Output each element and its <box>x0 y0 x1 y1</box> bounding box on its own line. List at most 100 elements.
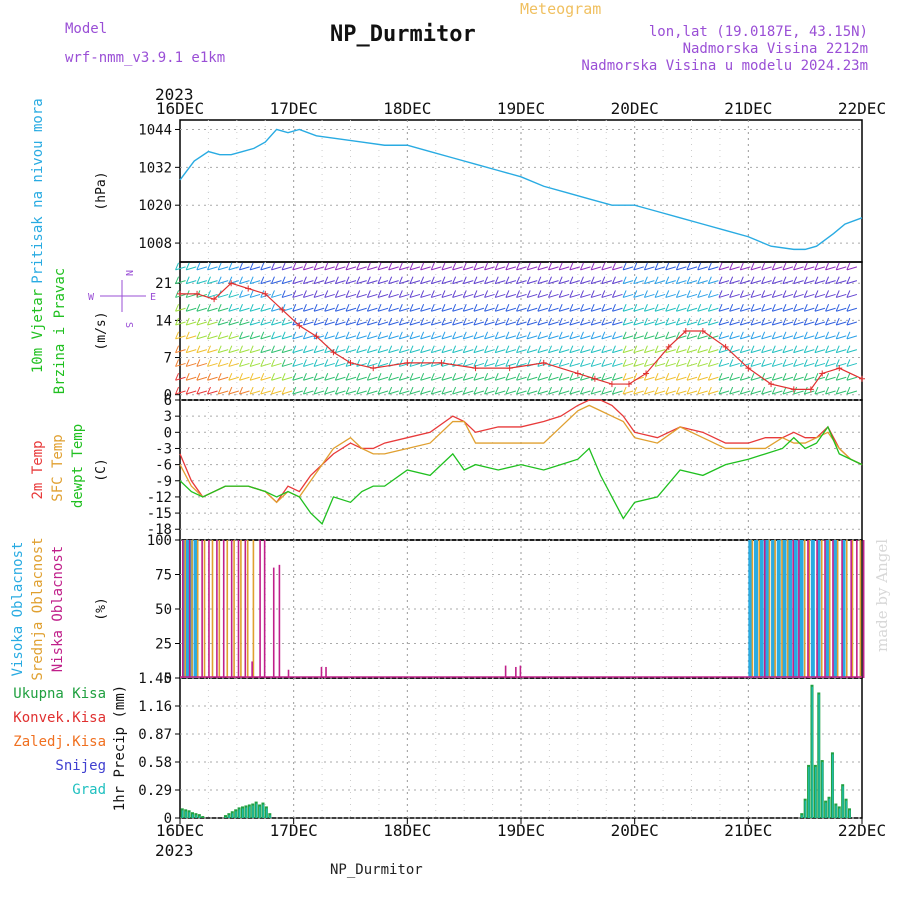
wind-barb <box>527 321 538 326</box>
wind-barb <box>527 349 538 354</box>
wind-barb <box>398 373 403 381</box>
wind-barb <box>207 280 218 285</box>
wind-barb <box>718 345 723 353</box>
wind-barb <box>622 376 634 381</box>
wind-barb <box>313 290 318 298</box>
wind-barb <box>558 373 563 381</box>
wind-barb <box>335 362 346 367</box>
wind-barb <box>249 290 254 298</box>
wind-barb <box>526 262 531 271</box>
wind-barb <box>431 349 442 354</box>
wind-barb <box>260 359 265 367</box>
wind-barb <box>324 362 335 367</box>
wind-barb <box>633 307 644 312</box>
wind-barb <box>473 262 478 271</box>
wind-barb <box>292 293 303 298</box>
wind-barb <box>207 307 218 312</box>
wind-barb <box>612 280 623 285</box>
wind-barb <box>772 362 783 367</box>
precip-bar-inner <box>185 811 187 818</box>
page-title: NP_Durmitor <box>330 22 476 47</box>
wind-barb <box>292 376 303 381</box>
wind-barb <box>825 304 830 312</box>
wind-barb <box>697 376 708 381</box>
wind-barb <box>697 362 708 367</box>
wind-barb <box>729 390 740 395</box>
wind-barb <box>484 307 495 312</box>
wind-barb <box>846 376 858 381</box>
wind-barb <box>175 321 186 326</box>
wind-barb <box>526 317 531 326</box>
wind-barb <box>334 373 339 381</box>
wind-barb <box>697 335 708 340</box>
wind-barb <box>814 290 819 298</box>
wind-barb <box>750 349 762 354</box>
wind-barb <box>590 335 602 340</box>
wind-barb <box>665 317 670 326</box>
precip-bar-inner <box>818 694 820 818</box>
wind-barb <box>484 349 495 354</box>
wind-barb <box>772 307 783 312</box>
cloud-bar <box>799 540 804 678</box>
wind-barb <box>537 317 542 326</box>
unit-label: (m/s) <box>94 311 109 350</box>
footer-station: NP_Durmitor <box>330 862 423 878</box>
wind-barb <box>611 276 616 284</box>
wind-barb <box>260 293 271 298</box>
wind-barb <box>601 349 612 354</box>
wind-barb <box>196 359 201 367</box>
cloud-bar <box>782 540 787 678</box>
wind-barb <box>335 349 346 354</box>
wind-barb <box>601 293 612 298</box>
wind-barb <box>292 373 297 381</box>
wind-barb <box>580 262 584 271</box>
wind-barb <box>367 293 378 298</box>
wind-barb <box>473 321 485 326</box>
wind-barb <box>462 290 467 298</box>
wind-barb <box>505 349 517 354</box>
ytick-label: -3 <box>155 441 172 457</box>
wind-barb <box>793 362 804 367</box>
wind-barb <box>804 335 815 340</box>
wind-barb <box>420 345 425 353</box>
wind-barb <box>430 304 435 312</box>
ytick-label: 100 <box>147 533 172 549</box>
wind-barb <box>675 304 680 312</box>
wind-barb <box>718 335 730 340</box>
wind-barb <box>207 304 211 312</box>
wind-barb <box>463 321 474 326</box>
wind-barb <box>803 359 808 367</box>
wind-barb <box>675 290 680 298</box>
wind-barb <box>665 359 670 367</box>
wind-barb <box>313 321 325 326</box>
wind-barb <box>366 290 371 298</box>
wind-barb <box>302 290 307 298</box>
wind-barb <box>239 262 243 271</box>
wind-barb <box>270 304 275 312</box>
wind-barb <box>324 290 329 298</box>
cloud-bar <box>196 540 199 678</box>
wind-barb <box>367 390 378 395</box>
wind-barb <box>761 335 772 340</box>
wind-barb <box>399 390 410 395</box>
wind-barb <box>771 276 776 284</box>
wind-barb <box>356 349 367 354</box>
wind-barb <box>825 276 830 284</box>
wind-barb <box>665 386 670 395</box>
wind-barb <box>707 373 712 381</box>
cloud-bar <box>188 540 191 678</box>
precip-bar <box>201 816 205 818</box>
wind-barb <box>675 276 680 284</box>
wind-barb <box>793 390 804 395</box>
wind-barb <box>633 386 638 395</box>
wind-barb <box>611 304 616 312</box>
wind-barb <box>772 390 783 395</box>
wind-barb <box>409 335 421 340</box>
cloud-bar <box>240 540 242 678</box>
wind-barb <box>846 373 851 381</box>
wind-barb <box>548 331 552 340</box>
precip-bar-inner <box>242 808 244 818</box>
wind-barb <box>377 276 382 284</box>
wind-barb <box>505 359 510 367</box>
wind-barb <box>665 276 670 284</box>
